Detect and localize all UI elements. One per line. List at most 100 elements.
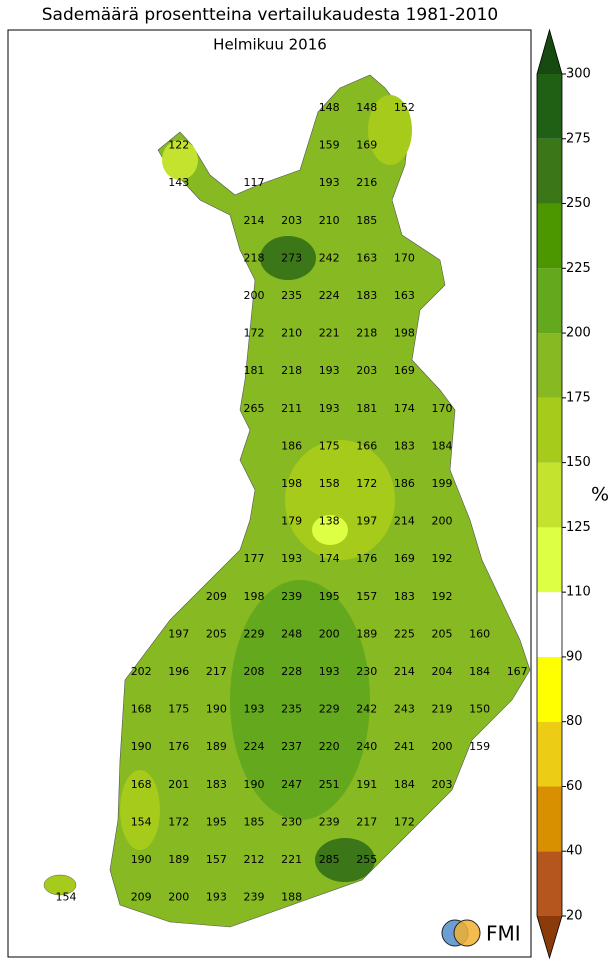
station-value: 200 (168, 891, 189, 904)
colorbar: 20 40 60 80 90 110 125 150 175 200 225 250 275 300% (536, 28, 609, 960)
logo-text: FMI (486, 922, 521, 946)
station-value: 237 (281, 740, 302, 753)
station-value: 174 (319, 552, 340, 565)
station-value: 193 (206, 891, 227, 904)
station-value: 138 (319, 515, 340, 528)
station-value: 198 (394, 327, 415, 340)
station-value: 195 (206, 815, 227, 828)
station-value: 219 (432, 703, 453, 716)
colorbar-tick-label: 110 (566, 585, 591, 600)
station-value: 163 (394, 289, 415, 302)
station-value: 217 (356, 815, 377, 828)
colorbar-tick-label: 300 (566, 67, 591, 82)
station-value: 229 (319, 703, 340, 716)
station-value: 159 (319, 139, 340, 152)
colorbar-segment (537, 74, 562, 139)
region (315, 838, 375, 882)
station-value: 190 (131, 853, 152, 866)
station-value: 154 (131, 815, 152, 828)
colorbar-tick-label: 225 (566, 261, 591, 276)
station-value: 221 (319, 327, 340, 340)
station-value: 193 (244, 703, 265, 716)
station-value: 172 (394, 815, 415, 828)
colorbar-tick-label: 200 (566, 326, 591, 341)
station-value: 204 (432, 665, 453, 678)
station-value: 209 (131, 891, 152, 904)
station-labels: 148 148 152 122 159 169 143 117 193 216 214 203 210 1… (56, 101, 528, 904)
station-value: 186 (281, 439, 302, 452)
station-value: 184 (469, 665, 490, 678)
station-value: 148 (319, 101, 340, 114)
station-value: 148 (356, 101, 377, 114)
station-value: 143 (168, 176, 189, 189)
colorbar-extend-under (537, 916, 562, 958)
subtitle: Helmikuu 2016 (213, 36, 327, 54)
station-value: 176 (168, 740, 189, 753)
station-value: 172 (168, 815, 189, 828)
station-value: 169 (394, 552, 415, 565)
station-value: 242 (356, 703, 377, 716)
station-value: 183 (394, 439, 415, 452)
station-value: 190 (244, 778, 265, 791)
station-value: 163 (356, 251, 377, 264)
region (312, 515, 348, 545)
colorbar-segment (537, 203, 562, 269)
colorbar-segment (537, 527, 562, 593)
station-value: 189 (168, 853, 189, 866)
station-value: 199 (432, 477, 453, 490)
station-value: 159 (469, 740, 490, 753)
colorbar-segment (537, 851, 562, 916)
station-value: 158 (319, 477, 340, 490)
station-value: 169 (394, 364, 415, 377)
station-value: 166 (356, 439, 377, 452)
finland-map (43, 74, 531, 928)
station-value: 152 (394, 101, 415, 114)
station-value: 251 (319, 778, 340, 791)
station-value: 196 (168, 665, 189, 678)
station-value: 183 (206, 778, 227, 791)
station-value: 181 (244, 364, 265, 377)
station-value: 218 (281, 364, 302, 377)
colorbar-segment (537, 268, 562, 334)
colorbar-segment (537, 721, 562, 787)
station-value: 203 (356, 364, 377, 377)
station-value: 193 (319, 402, 340, 415)
station-value: 216 (356, 176, 377, 189)
station-value: 154 (56, 891, 77, 904)
station-value: 176 (356, 552, 377, 565)
station-value: 242 (319, 251, 340, 264)
station-value: 265 (244, 402, 265, 415)
station-value: 192 (432, 590, 453, 603)
colorbar-segment (537, 656, 562, 722)
station-value: 225 (394, 627, 415, 640)
station-value: 117 (244, 176, 265, 189)
colorbar-tick-label: 90 (566, 649, 583, 664)
station-value: 177 (244, 552, 265, 565)
station-value: 214 (394, 665, 415, 678)
station-value: 224 (244, 740, 265, 753)
aland (43, 874, 77, 896)
logo: FMI (441, 919, 521, 947)
station-value: 273 (281, 251, 302, 264)
station-value: 218 (244, 251, 265, 264)
station-value: 122 (168, 139, 189, 152)
station-value: 190 (206, 703, 227, 716)
region (368, 95, 412, 165)
station-value: 157 (356, 590, 377, 603)
station-value: 198 (244, 590, 265, 603)
station-value: 175 (168, 703, 189, 716)
station-value: 188 (281, 891, 302, 904)
station-value: 172 (244, 327, 265, 340)
station-value: 239 (244, 891, 265, 904)
station-value: 211 (281, 402, 302, 415)
colorbar-tick-label: 175 (566, 390, 591, 405)
station-value: 203 (432, 778, 453, 791)
colorbar-segment (537, 462, 562, 528)
station-value: 181 (356, 402, 377, 415)
station-value: 197 (356, 515, 377, 528)
station-value: 193 (319, 364, 340, 377)
station-value: 230 (281, 815, 302, 828)
station-value: 200 (432, 515, 453, 528)
station-value: 193 (281, 552, 302, 565)
